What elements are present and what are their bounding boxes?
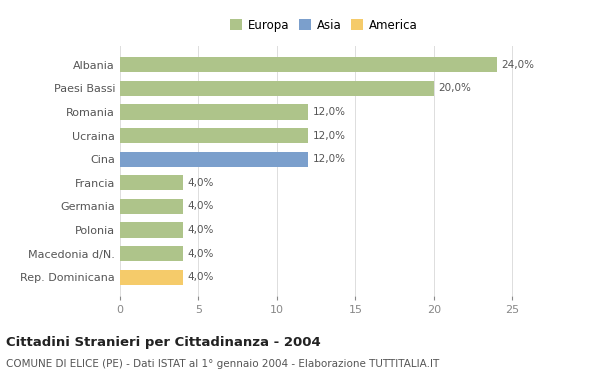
Legend: Europa, Asia, America: Europa, Asia, America <box>226 14 422 36</box>
Bar <box>120 104 308 120</box>
Bar <box>120 222 183 238</box>
Bar <box>120 175 183 190</box>
Bar <box>120 152 308 167</box>
Bar <box>120 57 497 72</box>
Text: 4,0%: 4,0% <box>187 201 214 211</box>
Bar <box>120 270 183 285</box>
Text: 24,0%: 24,0% <box>502 60 535 70</box>
Text: 12,0%: 12,0% <box>313 107 346 117</box>
Bar <box>120 81 434 96</box>
Text: 12,0%: 12,0% <box>313 131 346 141</box>
Text: 4,0%: 4,0% <box>187 249 214 259</box>
Bar <box>120 246 183 261</box>
Text: 20,0%: 20,0% <box>439 83 472 93</box>
Text: 4,0%: 4,0% <box>187 178 214 188</box>
Text: Cittadini Stranieri per Cittadinanza - 2004: Cittadini Stranieri per Cittadinanza - 2… <box>6 336 321 349</box>
Text: COMUNE DI ELICE (PE) - Dati ISTAT al 1° gennaio 2004 - Elaborazione TUTTITALIA.I: COMUNE DI ELICE (PE) - Dati ISTAT al 1° … <box>6 359 439 369</box>
Text: 4,0%: 4,0% <box>187 272 214 282</box>
Bar <box>120 199 183 214</box>
Text: 4,0%: 4,0% <box>187 225 214 235</box>
Text: 12,0%: 12,0% <box>313 154 346 164</box>
Bar <box>120 128 308 143</box>
